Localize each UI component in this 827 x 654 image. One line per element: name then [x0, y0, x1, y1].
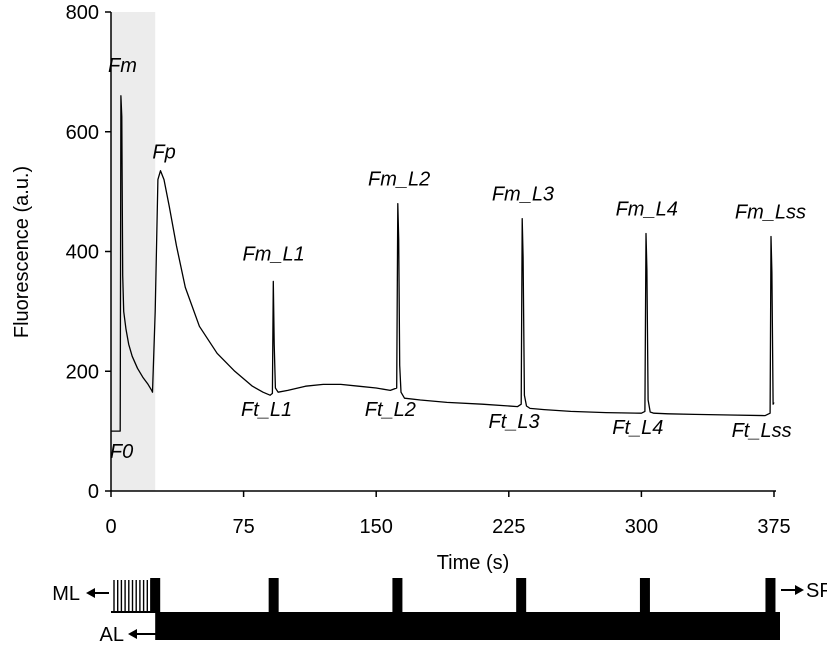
annotation-label: Fm_Lss	[735, 202, 806, 224]
sp-pulse	[639, 578, 650, 613]
al-arrow-head	[128, 629, 137, 639]
sp-pulse	[765, 578, 776, 613]
y-axis-title: Fluorescence (a.u.)	[11, 166, 33, 338]
annotation-label: Ft_L2	[365, 399, 416, 421]
annotation-label: Fm	[108, 55, 137, 77]
x-tick-label: 375	[757, 516, 790, 538]
sp-pulse	[516, 578, 527, 613]
sp-pulse	[268, 578, 279, 613]
annotation-label: Fm_L2	[368, 169, 430, 191]
x-tick-label: 75	[232, 516, 254, 538]
annotation-label: Ft_Lss	[732, 420, 792, 442]
annotation-label: Ft_L4	[612, 417, 663, 439]
sp-pulse	[392, 578, 403, 613]
x-tick-label: 300	[625, 516, 658, 538]
annotation-label: Fm_L1	[243, 243, 305, 265]
x-tick-label: 150	[360, 516, 393, 538]
annotation-label: Fm_L4	[616, 199, 678, 221]
sp-label: SP	[806, 580, 827, 602]
x-tick-label: 0	[105, 516, 116, 538]
sp-pulse	[150, 578, 161, 613]
ml-arrow-head	[86, 588, 95, 598]
al-label: AL	[100, 624, 124, 646]
sp-arrow-head	[795, 585, 804, 595]
annotation-label: Fm_L3	[492, 184, 554, 206]
ml-label: ML	[52, 583, 80, 605]
y-tick-label: 200	[66, 361, 99, 383]
annotation-label: F0	[110, 441, 133, 463]
fluorescence-line	[111, 95, 775, 432]
annotation-label: Ft_L1	[241, 399, 292, 421]
annotation-label: Ft_L3	[489, 411, 540, 433]
y-tick-label: 800	[66, 2, 99, 24]
al-bar	[155, 612, 780, 640]
x-tick-label: 225	[492, 516, 525, 538]
y-tick-label: 400	[66, 242, 99, 264]
y-tick-label: 0	[88, 481, 99, 503]
shaded-region	[111, 12, 156, 491]
annotation-label: Fp	[152, 142, 175, 164]
x-axis-title: Time (s)	[437, 552, 510, 574]
y-tick-label: 600	[66, 122, 99, 144]
